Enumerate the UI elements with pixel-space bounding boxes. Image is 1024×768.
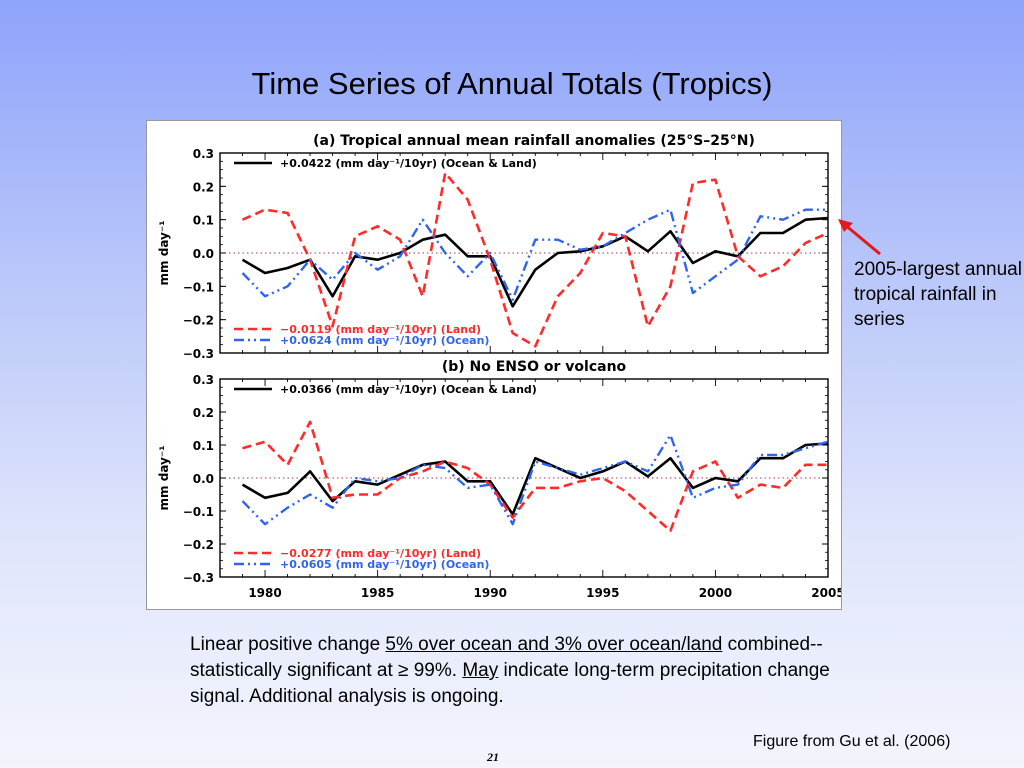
caption-text: Linear positive change 5% over ocean and…	[190, 632, 850, 710]
series-line-dashed	[242, 420, 828, 533]
annotation-arrow-icon	[838, 219, 881, 256]
page-number: 21	[487, 750, 499, 764]
x-tick-label: 2005	[811, 586, 841, 600]
y-tick-label: −0.1	[183, 280, 214, 294]
caption-part-3: indicate long-term precipitation change …	[190, 660, 830, 707]
chart-panel-b: (b) No ENSO or volcano 0.3 0.2 0.1 0.0 −0.1 −0…	[157, 359, 841, 600]
y-axis-label: mm day⁻¹	[157, 221, 171, 286]
y-tick-label: 0.3	[193, 147, 214, 161]
legend-label-dashed: −0.0277 (mm day⁻¹/10yr) (Land)	[280, 547, 481, 560]
series-line-dash-dot	[241, 433, 829, 526]
y-axis-label: mm day⁻¹	[157, 446, 171, 511]
y-tick-label: −0.3	[183, 571, 214, 585]
series-line-solid	[241, 442, 829, 516]
x-tick-label: 1995	[586, 586, 619, 600]
y-tick-label: 0.2	[193, 180, 214, 194]
y-tick-label: 0.0	[193, 247, 214, 261]
figure-panel: (a) Tropical annual mean rainfall anomal…	[146, 120, 842, 610]
x-tick-label: 2000	[699, 586, 732, 600]
y-tick-label: −0.2	[183, 538, 214, 552]
caption-underline-2: May	[462, 660, 499, 681]
y-tick-label: 0.2	[193, 406, 214, 420]
caption-underline-1: 5% over ocean and 3% over ocean/land	[385, 634, 723, 655]
series-line-dash-dot	[241, 208, 828, 301]
legend-label-dashed: −0.0119 (mm day⁻¹/10yr) (Land)	[280, 323, 481, 336]
y-tick-label: −0.1	[183, 505, 214, 519]
chart-title: (b) No ENSO or volcano	[442, 359, 627, 375]
chart-title: (a) Tropical annual mean rainfall anomal…	[313, 133, 755, 149]
y-tick-label: −0.3	[183, 347, 214, 361]
legend-label-dash-dot: +0.0624 (mm day⁻¹/10yr) (Ocean)	[280, 334, 489, 347]
y-tick-label: 0.1	[193, 214, 214, 228]
caption-part-2: combined--statistically significant at ≥…	[190, 634, 823, 681]
annotation-text: 2005-largest annual tropical rainfall in…	[854, 259, 1022, 330]
legend-label-solid: +0.0422 (mm day⁻¹/10yr) (Ocean & Land)	[280, 157, 537, 170]
x-tick-label: 1980	[248, 586, 281, 600]
caption-part-1: Linear positive change	[190, 634, 386, 655]
y-tick-label: 0.1	[193, 439, 214, 453]
rainfall-anomaly-charts: (a) Tropical annual mean rainfall anomal…	[157, 133, 841, 600]
chart-panel-a: (a) Tropical annual mean rainfall anomal…	[157, 133, 829, 361]
y-tick-label: −0.2	[183, 314, 214, 328]
legend-label-dash-dot: +0.0605 (mm day⁻¹/10yr) (Ocean)	[280, 558, 489, 571]
slide-title: Time Series of Annual Totals (Tropics)	[251, 66, 773, 101]
x-tick-label: 1990	[474, 586, 507, 600]
x-tick-label: 1985	[361, 586, 394, 600]
y-tick-label: 0.3	[193, 373, 214, 387]
figure-credit: Figure from Gu et al. (2006)	[753, 733, 951, 750]
series-line-dashed	[241, 171, 829, 348]
legend-label-solid: +0.0366 (mm day⁻¹/10yr) (Ocean & Land)	[280, 383, 537, 396]
series-line-solid	[241, 216, 829, 308]
y-tick-label: 0.0	[193, 472, 214, 486]
